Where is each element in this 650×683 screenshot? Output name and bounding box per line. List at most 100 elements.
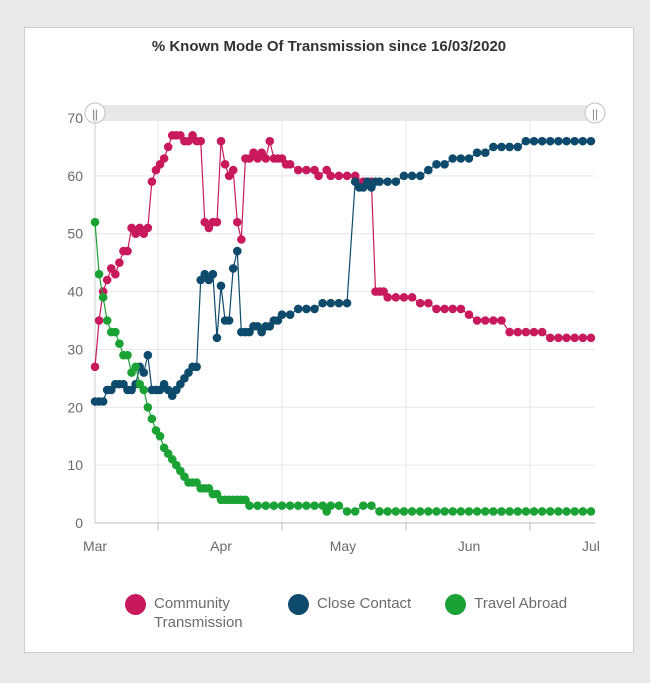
legend-item-community-transmission[interactable]: Community Transmission — [125, 594, 254, 632]
y-tick-label: 30 — [67, 341, 83, 357]
data-point-travel-abroad — [334, 501, 344, 510]
data-point-close-contact — [302, 304, 311, 314]
data-point-travel-abroad — [143, 402, 153, 412]
data-point-close-contact — [456, 154, 466, 163]
data-point-community-transmission — [334, 171, 344, 181]
range-navigator[interactable]: |||| — [84, 102, 606, 124]
data-point-close-contact — [586, 136, 596, 146]
data-point-travel-abroad — [269, 501, 279, 510]
data-point-close-contact — [383, 177, 392, 186]
legend: Community Transmission Close Contact Tra… — [125, 594, 567, 632]
data-point-community-transmission — [212, 217, 222, 227]
data-point-travel-abroad — [578, 507, 588, 516]
data-point-travel-abroad — [391, 507, 401, 516]
data-point-close-contact — [285, 310, 295, 320]
legend-label: Close Contact — [317, 595, 412, 612]
data-point-travel-abroad — [432, 507, 441, 516]
navigator-handle-right[interactable] — [584, 102, 606, 124]
data-point-travel-abroad — [448, 507, 458, 516]
data-point-community-transmission — [293, 165, 303, 175]
axes: 0 10 20 30 40 50 60 70 Mar Apr May Jun Jul — [67, 110, 600, 554]
data-point-close-contact — [139, 368, 149, 377]
data-point-community-transmission — [489, 316, 498, 325]
legend-item-travel-abroad[interactable]: Travel Abroad — [445, 594, 567, 632]
data-point-community-transmission — [159, 154, 169, 163]
chart-card: % Known Mode Of Transmission since 16/03… — [24, 27, 634, 653]
data-point-community-transmission — [570, 333, 579, 343]
data-point-close-contact — [143, 350, 153, 360]
data-point-community-transmission — [90, 362, 100, 372]
legend-item-close-contact[interactable]: Close Contact — [288, 594, 411, 632]
data-point-close-contact — [537, 136, 547, 146]
data-point-travel-abroad — [115, 339, 124, 348]
y-tick-label: 10 — [67, 457, 83, 473]
data-point-travel-abroad — [293, 501, 303, 510]
data-point-travel-abroad — [440, 507, 449, 516]
data-point-community-transmission — [545, 333, 555, 343]
data-point-travel-abroad — [94, 269, 104, 279]
data-point-community-transmission — [407, 293, 417, 302]
data-point-travel-abroad — [277, 501, 287, 510]
y-tick-label: 40 — [67, 284, 83, 300]
data-point-community-transmission — [111, 269, 120, 279]
data-point-close-contact — [448, 154, 458, 163]
series-line-travel-abroad — [94, 222, 591, 513]
legend-swatch-travel-abroad — [445, 594, 467, 615]
data-point-community-transmission — [94, 316, 104, 325]
series-line-close-contact — [95, 140, 591, 403]
data-point-close-contact — [318, 298, 327, 308]
data-point-travel-abroad — [586, 507, 596, 516]
data-point-community-transmission — [196, 136, 205, 146]
data-point-close-contact — [277, 310, 287, 320]
chart-title: % Known Mode Of Transmission since 16/03… — [151, 38, 507, 55]
data-point-close-contact — [98, 397, 108, 406]
data-point-close-contact — [399, 171, 409, 181]
data-point-community-transmission — [342, 171, 352, 181]
data-point-close-contact — [334, 298, 344, 308]
data-point-community-transmission — [265, 136, 275, 146]
chart-plot: |||| 0 10 20 30 40 50 60 70 Mar Apr May Jun Jul — [67, 102, 606, 554]
data-point-close-contact — [375, 177, 384, 186]
data-point-travel-abroad — [285, 501, 295, 510]
data-point-travel-abroad — [102, 316, 112, 325]
data-point-travel-abroad — [302, 501, 311, 510]
data-point-close-contact — [562, 136, 571, 146]
data-point-close-contact — [464, 154, 474, 163]
data-point-close-contact — [440, 159, 449, 169]
data-point-close-contact — [212, 333, 222, 343]
data-point-travel-abroad — [139, 385, 149, 395]
data-point-travel-abroad — [407, 507, 417, 516]
data-point-community-transmission — [537, 327, 547, 337]
data-point-close-contact — [432, 159, 441, 169]
data-point-community-transmission — [472, 316, 482, 325]
data-point-community-transmission — [432, 304, 441, 314]
data-point-close-contact — [224, 316, 234, 325]
data-point-travel-abroad — [570, 507, 579, 516]
data-point-close-contact — [407, 171, 417, 181]
data-point-community-transmission — [399, 293, 409, 302]
y-tick-label: 70 — [67, 110, 83, 126]
data-point-close-contact — [570, 136, 579, 146]
series-group — [90, 131, 596, 516]
data-point-close-contact — [554, 136, 563, 146]
data-point-community-transmission — [456, 304, 466, 314]
data-point-close-contact — [505, 142, 514, 152]
data-point-community-transmission — [448, 304, 458, 314]
data-point-community-transmission — [143, 223, 153, 233]
data-point-close-contact — [228, 264, 238, 273]
data-point-close-contact — [232, 246, 242, 256]
data-point-travel-abroad — [537, 507, 547, 516]
data-point-travel-abroad — [131, 362, 140, 372]
data-point-close-contact — [326, 298, 336, 308]
data-point-close-contact — [415, 171, 425, 181]
data-point-travel-abroad — [111, 327, 120, 337]
data-point-community-transmission — [578, 333, 588, 343]
legend-swatch-community — [125, 594, 146, 615]
data-point-community-transmission — [586, 333, 596, 343]
data-point-close-contact — [391, 177, 401, 186]
data-point-travel-abroad — [123, 350, 132, 360]
data-point-travel-abroad — [521, 507, 531, 516]
data-point-community-transmission — [261, 154, 271, 163]
data-point-travel-abroad — [375, 507, 384, 516]
x-tick-label: Jul — [582, 538, 600, 554]
